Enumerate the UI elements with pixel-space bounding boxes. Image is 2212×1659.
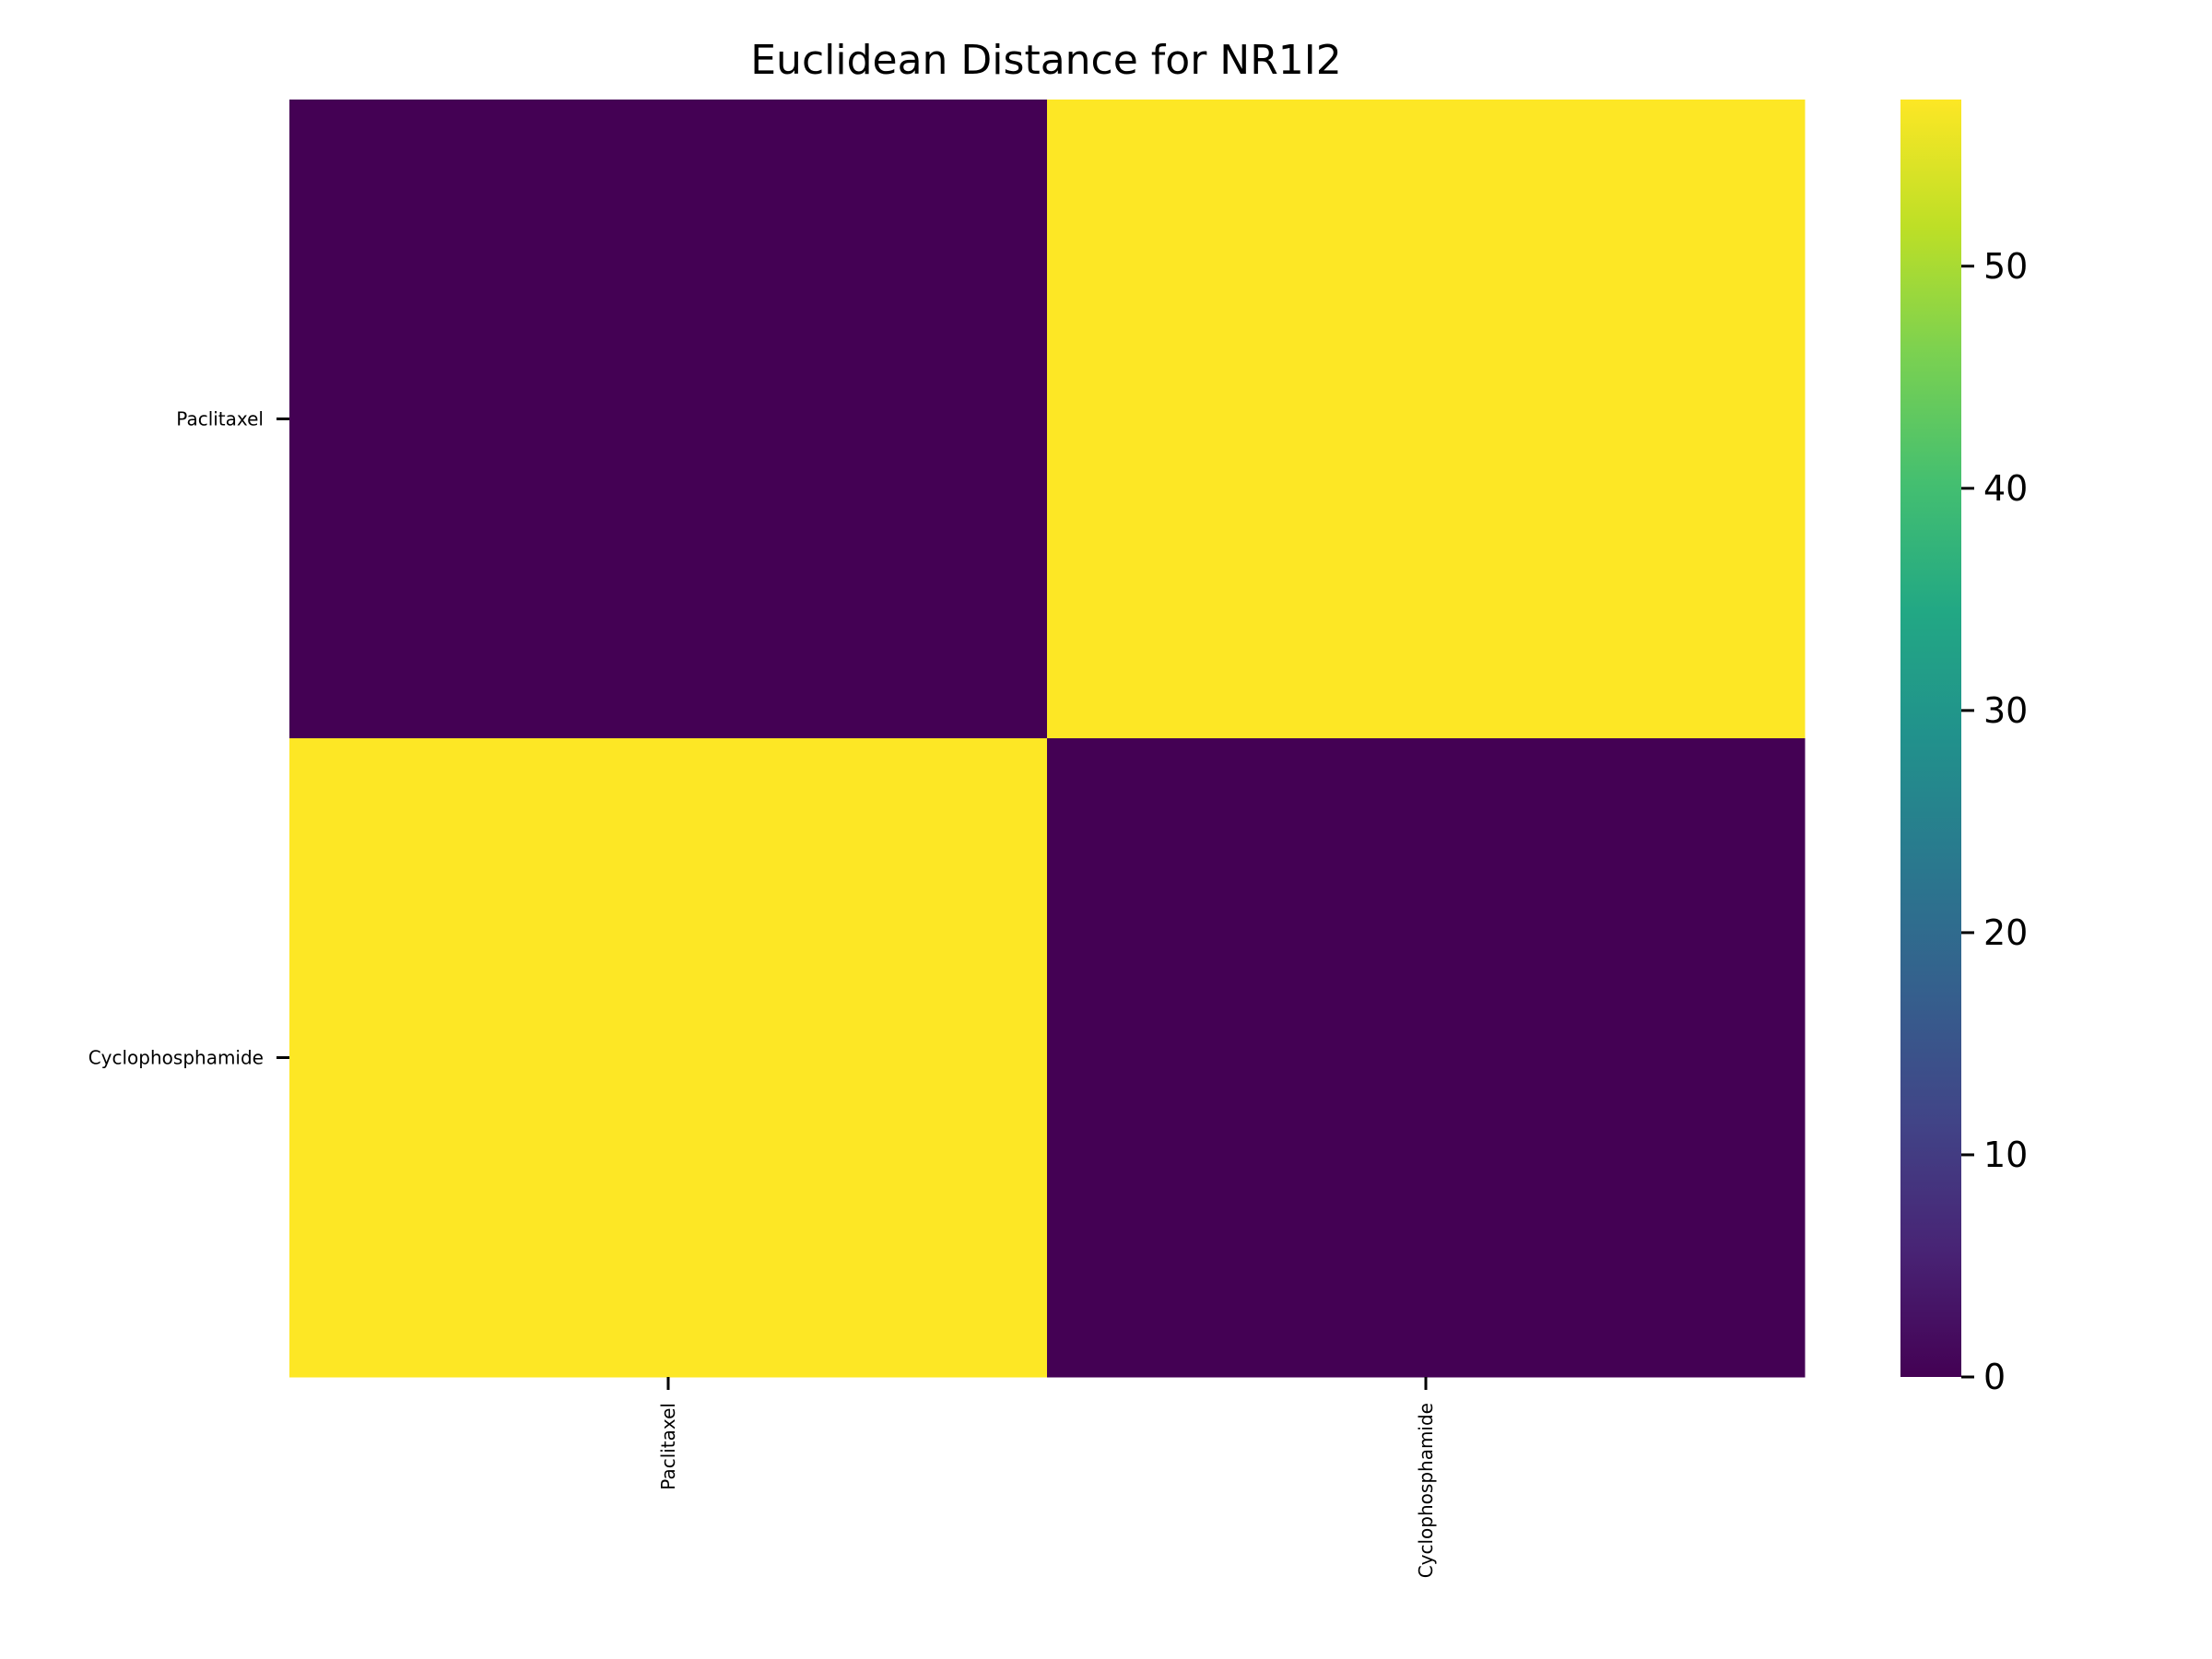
colorbar-tick-label-2: 20 — [1983, 912, 2028, 953]
heatmap-cell-1-0 — [289, 738, 1048, 1378]
colorbar — [1900, 100, 1961, 1377]
x-tick-label-1: Cyclophosphamide — [1415, 1403, 1437, 1578]
colorbar-tick-label-5: 50 — [1983, 246, 2028, 287]
heatmap-cell-0-0 — [289, 100, 1048, 739]
chart-title: Euclidean Distance for NR1I2 — [750, 37, 1341, 84]
y-axis: Paclitaxel Cyclophosphamide — [88, 408, 289, 1069]
heatmap-cell-0-1 — [1047, 100, 1806, 739]
x-axis: Paclitaxel Cyclophosphamide — [657, 1377, 1437, 1578]
colorbar-tick-label-4: 40 — [1983, 468, 2028, 509]
heatmap-cells — [289, 100, 1806, 1378]
y-tick-label-1: Cyclophosphamide — [88, 1047, 264, 1069]
colorbar-tick-label-0: 0 — [1983, 1357, 2006, 1397]
colorbar-axis: 0 10 20 30 40 50 — [1961, 246, 2028, 1397]
x-tick-label-0: Paclitaxel — [657, 1403, 679, 1490]
heatmap-cell-1-1 — [1047, 738, 1806, 1378]
y-tick-label-0: Paclitaxel — [176, 408, 264, 430]
colorbar-tick-label-3: 30 — [1983, 690, 2028, 731]
colorbar-tick-label-1: 10 — [1983, 1135, 2028, 1175]
